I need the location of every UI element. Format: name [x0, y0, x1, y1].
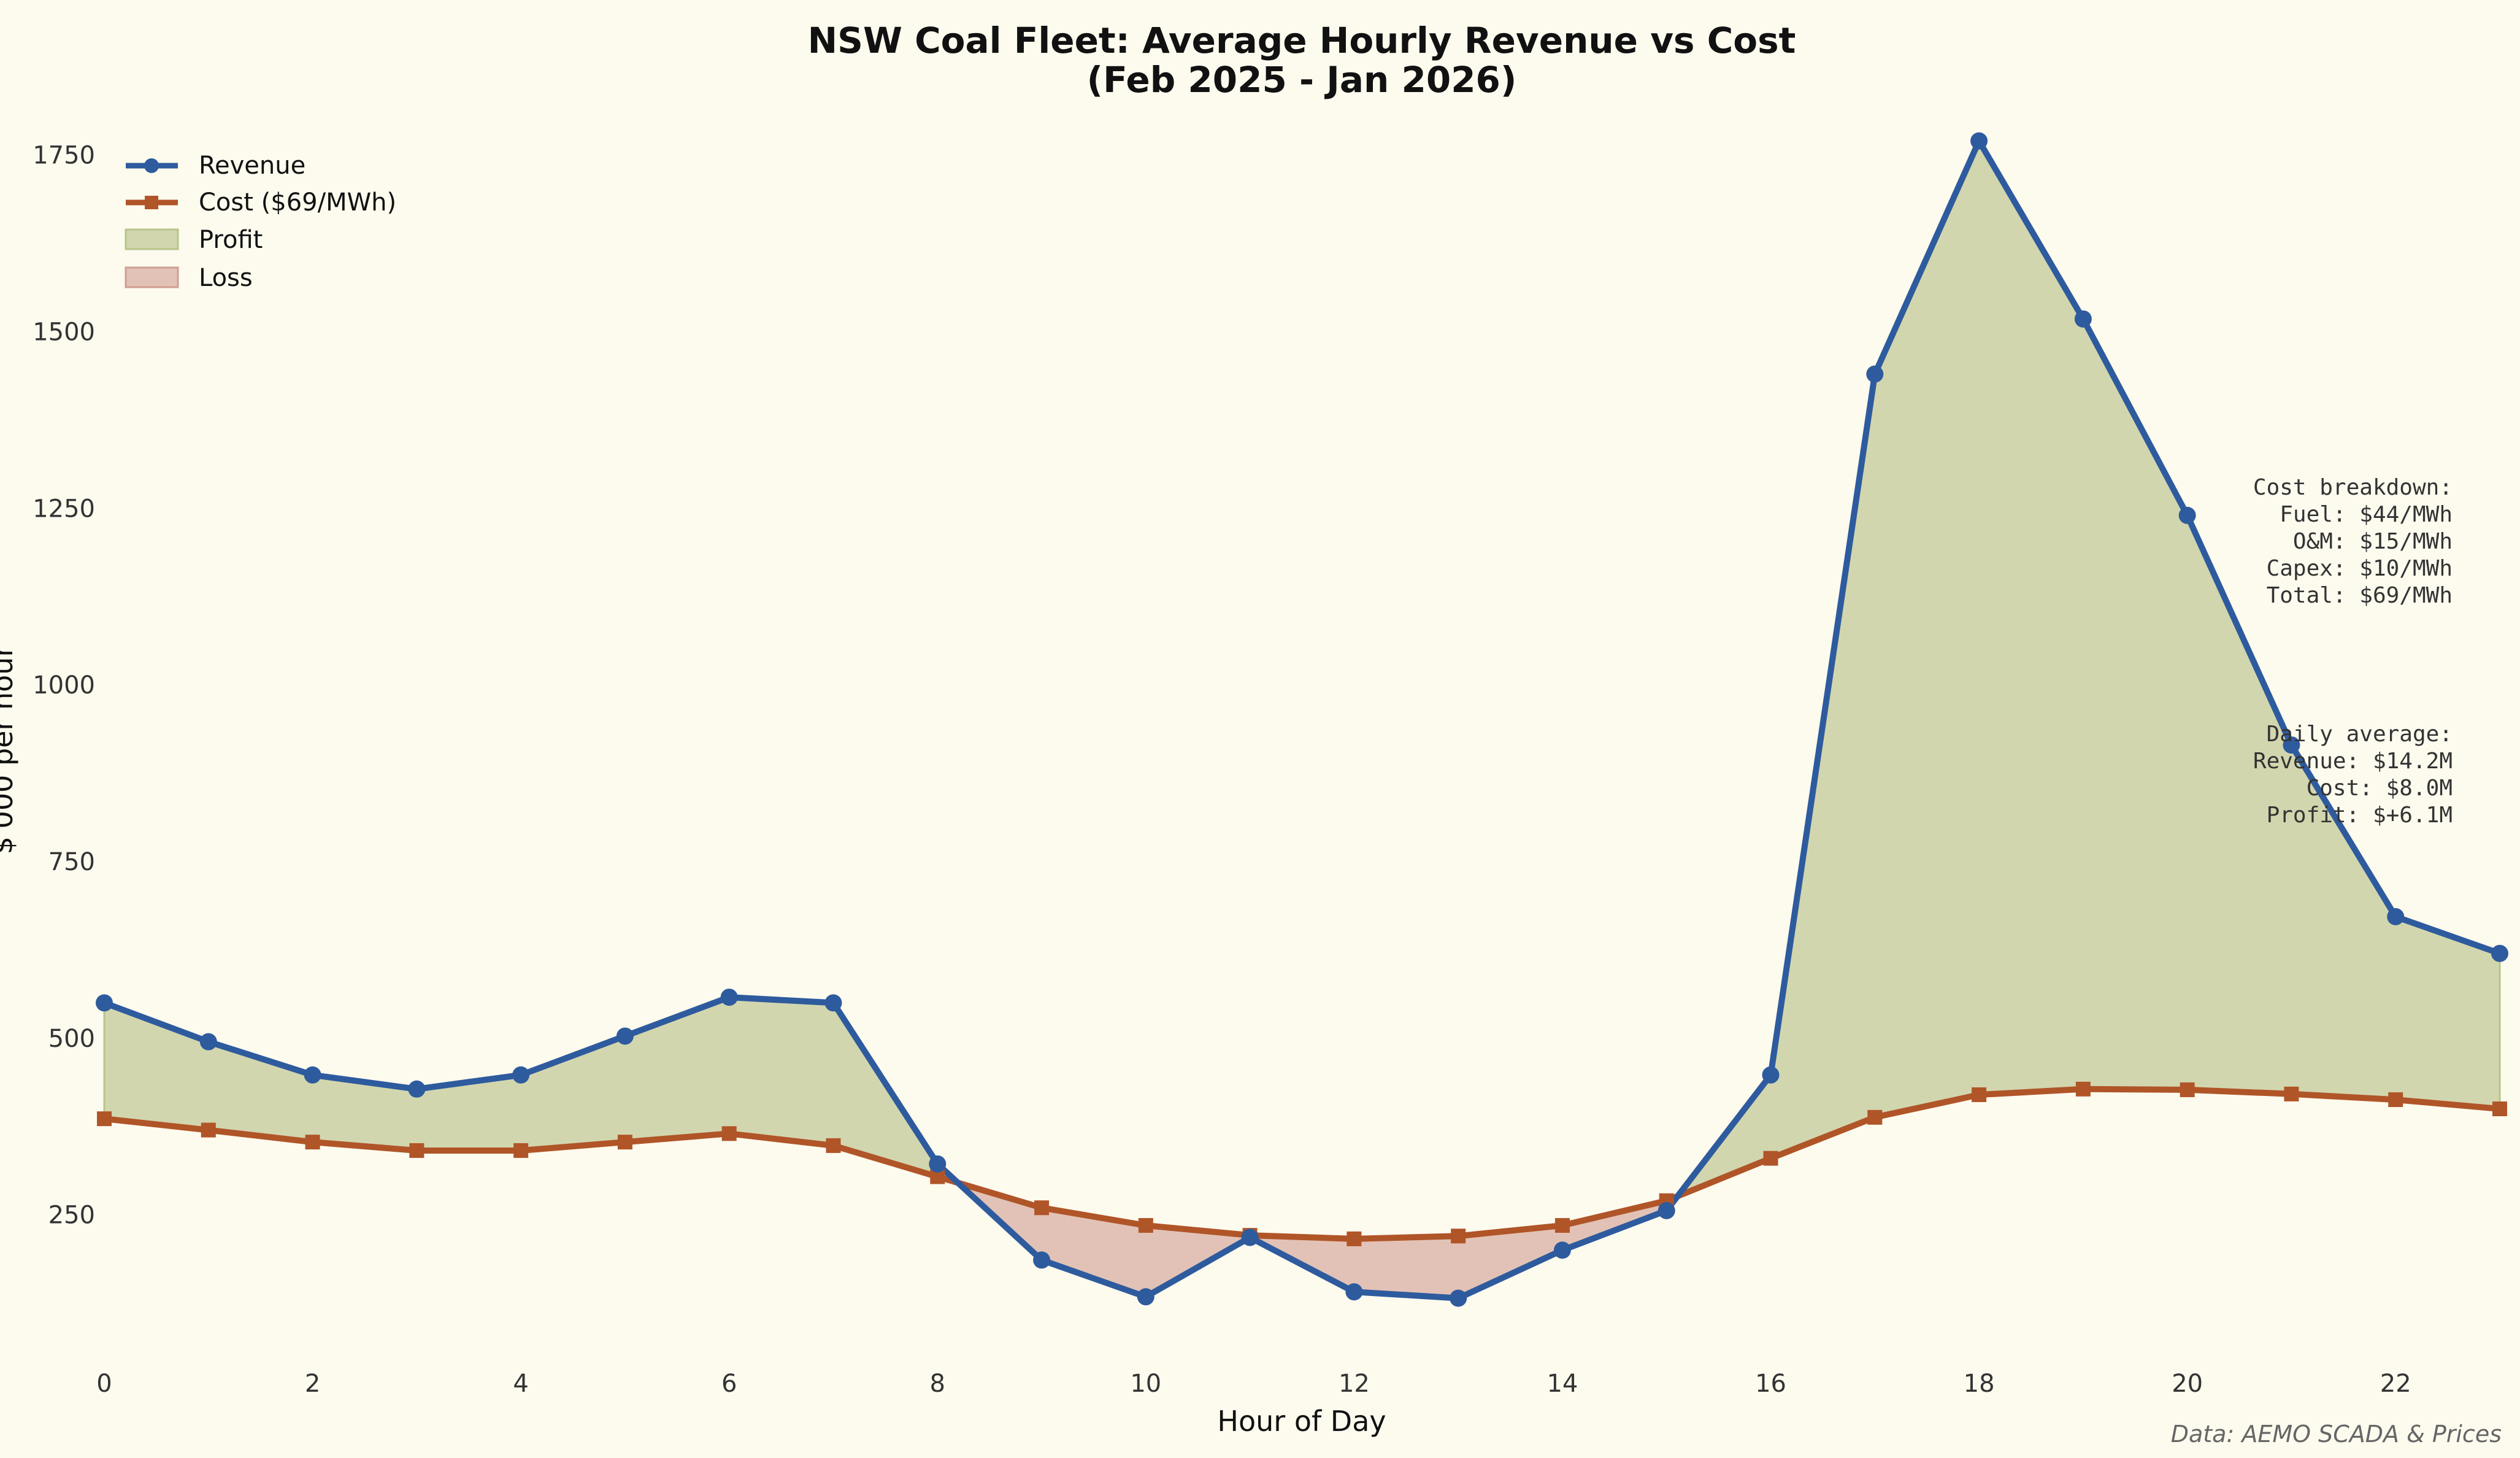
cost-point [305, 1135, 320, 1150]
x-tick-label: 12 [1339, 1370, 1370, 1398]
cost-point [1554, 1218, 1570, 1233]
x-tick-label: 14 [1547, 1370, 1578, 1398]
x-tick-label: 6 [721, 1370, 737, 1398]
daily-average-line: Cost: $8.0M [2307, 776, 2453, 801]
x-tick-label: 22 [2380, 1370, 2411, 1398]
chart-title: NSW Coal Fleet: Average Hourly Revenue v… [808, 20, 1796, 61]
revenue-point [2283, 736, 2300, 754]
cost-line [104, 1086, 2500, 1242]
cost-point [201, 1122, 216, 1138]
legend-item-profit: Profit [125, 226, 263, 254]
x-tick-label: 10 [1130, 1370, 1161, 1398]
cost-point [2180, 1082, 2195, 1097]
cost-point [721, 1126, 737, 1141]
series-markers [96, 132, 2508, 1307]
cost-point [1034, 1200, 1050, 1216]
x-tick-label: 0 [96, 1370, 112, 1398]
y-tick-label: 250 [48, 1202, 95, 1230]
revenue-line [103, 137, 2501, 1302]
legend-label-revenue: Revenue [199, 152, 305, 180]
legend-item-revenue: Revenue [126, 152, 305, 180]
cost-breakdown-line: Total: $69/MWh [2267, 583, 2453, 608]
cost-point [2284, 1086, 2299, 1101]
series-lines [103, 137, 2501, 1302]
y-axis-label: $'000 per hour [0, 646, 19, 855]
x-tick-label: 18 [1964, 1370, 1995, 1398]
cost-breakdown-line: Fuel: $44/MWh [2280, 502, 2453, 527]
revenue-point [1658, 1202, 1675, 1219]
cost-point [409, 1143, 424, 1158]
legend: Revenue Cost ($69/MWh) Profit Loss [125, 152, 396, 292]
revenue-point [1450, 1289, 1467, 1307]
cost-point [1867, 1109, 1883, 1125]
cost-point [513, 1143, 529, 1158]
legend-item-loss: Loss [125, 264, 253, 292]
cost-breakdown-line: Cost breakdown: [2253, 475, 2453, 500]
profit-area [1675, 139, 2501, 1198]
y-tick-label: 1500 [33, 318, 95, 347]
revenue-point [1241, 1228, 1259, 1246]
cost-point [2492, 1101, 2507, 1117]
revenue-point [929, 1155, 947, 1173]
cost-breakdown-line: O&M: $15/MWh [2293, 529, 2453, 554]
x-tick-label: 2 [305, 1370, 320, 1398]
cost-breakdown-line: Capex: $10/MWh [2267, 556, 2453, 581]
revenue-point [1033, 1251, 1051, 1269]
revenue-point [304, 1066, 321, 1084]
revenue-point [1970, 132, 1988, 150]
cost-point [2388, 1092, 2403, 1108]
revenue-point [1345, 1283, 1363, 1301]
legend-label-profit: Profit [199, 226, 263, 254]
revenue-point [720, 989, 738, 1006]
chart-subtitle: (Feb 2025 - Jan 2026) [1087, 59, 1517, 101]
x-axis-label: Hour of Day [1217, 1405, 1386, 1438]
daily-average-line: Profit: $+6.1M [2267, 803, 2453, 828]
data-source-note: Data: AEMO SCADA & Prices [2171, 1421, 2502, 1448]
y-tick-label: 1750 [33, 142, 95, 170]
cost-point [2075, 1081, 2091, 1097]
cost-point [1972, 1087, 1987, 1102]
legend-label-cost: Cost ($69/MWh) [199, 188, 396, 217]
daily-average-annotation: Daily average: Revenue: $14.2M Cost: $8.… [2253, 722, 2453, 828]
y-tick-label: 500 [48, 1025, 95, 1053]
revenue-point [2074, 310, 2092, 328]
revenue-point [408, 1080, 426, 1098]
cost-point [1763, 1151, 1778, 1166]
fill-areas [103, 139, 2501, 1300]
revenue-point [199, 1033, 217, 1051]
cost-point [1138, 1218, 1153, 1233]
revenue-point [2387, 908, 2405, 925]
cost-point [1451, 1228, 1466, 1244]
cost-point [1346, 1231, 1362, 1246]
x-tick-label: 16 [1755, 1370, 1786, 1398]
revenue-point [616, 1027, 634, 1045]
revenue-point [2491, 944, 2508, 962]
cost-point [97, 1111, 112, 1127]
x-tick-label: 20 [2172, 1370, 2203, 1398]
revenue-point [2178, 506, 2196, 524]
legend-label-loss: Loss [199, 264, 253, 292]
y-axis-ticks: 250 500 750 1000 1250 1500 1750 [33, 142, 95, 1230]
cost-point [617, 1135, 632, 1150]
y-tick-label: 750 [48, 848, 95, 876]
cost-point [826, 1138, 841, 1153]
revenue-point [1553, 1241, 1571, 1259]
cost-breakdown-annotation: Cost breakdown: Fuel: $44/MWh O&M: $15/M… [2253, 475, 2453, 608]
x-tick-label: 4 [513, 1370, 528, 1398]
x-axis-ticks: 0 2 4 6 8 10 12 14 16 18 20 22 [96, 1370, 2411, 1398]
daily-average-line: Daily average: [2267, 722, 2453, 747]
revenue-point [512, 1066, 530, 1084]
y-tick-label: 1000 [33, 671, 95, 700]
revenue-point [1137, 1288, 1154, 1306]
profit-area [103, 996, 959, 1184]
revenue-point [1866, 365, 1884, 383]
revenue-point [96, 994, 113, 1012]
daily-average-line: Revenue: $14.2M [2253, 749, 2453, 774]
revenue-point [1762, 1066, 1780, 1084]
legend-item-cost: Cost ($69/MWh) [126, 188, 396, 217]
y-tick-label: 1250 [33, 495, 95, 523]
x-tick-label: 8 [930, 1370, 945, 1398]
revenue-point [824, 994, 842, 1012]
